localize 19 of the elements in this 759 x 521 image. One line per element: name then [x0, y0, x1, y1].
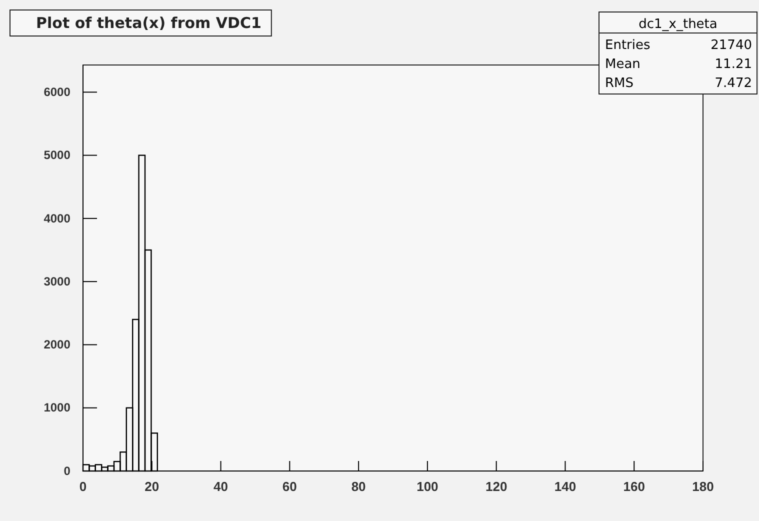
y-tick-label: 4000: [44, 211, 71, 226]
x-tick-label: 60: [282, 478, 297, 494]
x-tick-label: 0: [79, 478, 87, 494]
x-tick-label: 20: [144, 478, 160, 494]
x-tick-label: 140: [554, 478, 576, 494]
chart-title: Plot of theta(x) from VDC1: [36, 14, 262, 32]
y-tick-label: 2000: [44, 338, 71, 352]
y-tick-label: 3000: [44, 274, 71, 288]
x-tick-label: 80: [351, 478, 366, 494]
x-tick-label: 160: [623, 478, 645, 494]
y-tick-label: 5000: [44, 148, 71, 162]
y-tick-label: 6000: [44, 84, 71, 99]
stats-box: dc1_x_theta Entries 21740 Mean 11.21 RMS 7.472: [598, 12, 758, 94]
x-tick-label: 180: [692, 478, 714, 494]
x-tick-label: 120: [485, 478, 508, 494]
y-tick-label: 0: [64, 464, 71, 478]
x-tick-label: 40: [214, 478, 228, 494]
y-tick-label: 1000: [44, 400, 71, 415]
x-tick-label: 100: [416, 478, 438, 494]
